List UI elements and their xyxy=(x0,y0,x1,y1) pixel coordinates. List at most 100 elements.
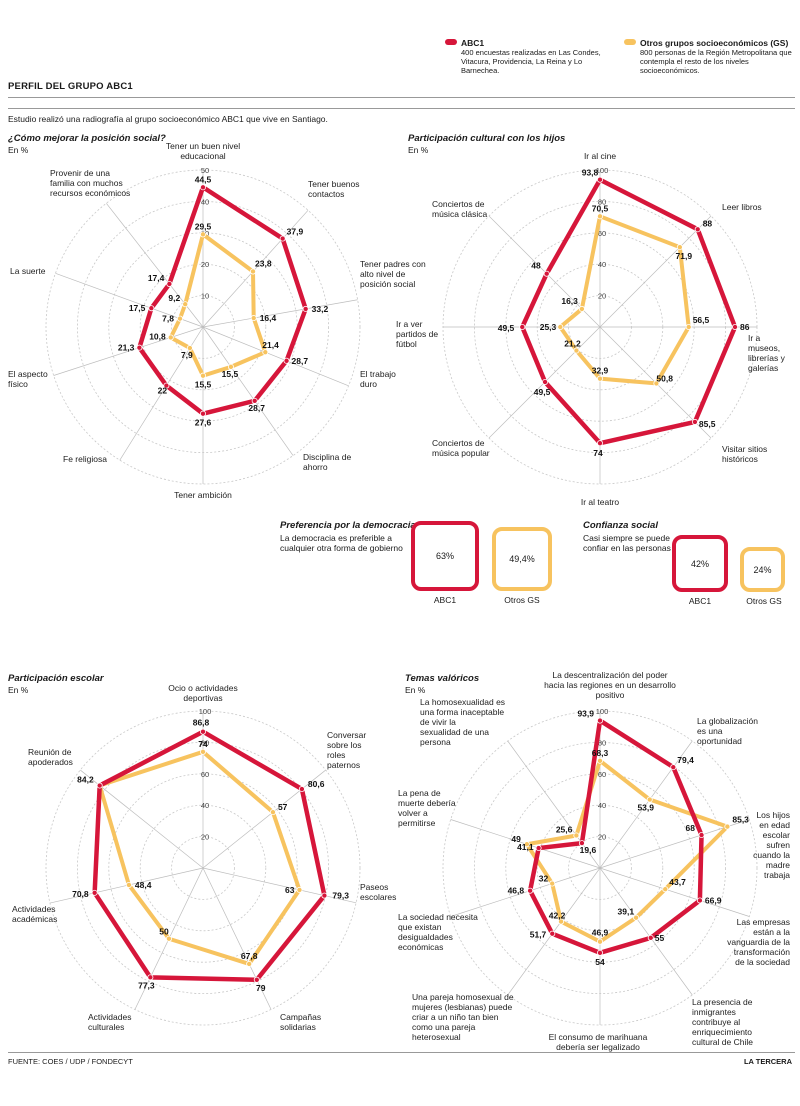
category-label: El consumo de marihuana debería ser legal… xyxy=(549,1032,648,1052)
category-label: Provenir de una familia con muchos recurso… xyxy=(50,168,130,198)
tick-label: 20 xyxy=(598,292,606,301)
series-abc1-point xyxy=(519,323,526,330)
category-label: Leer libros xyxy=(722,202,762,212)
series-gs-point xyxy=(597,375,604,382)
tick-label: 50 xyxy=(201,166,209,175)
democracia-gs-value: 49,4% xyxy=(509,554,535,564)
tick-label: 100 xyxy=(596,707,609,716)
category-label: Disciplina de ahorro xyxy=(303,452,351,472)
data-label-abc1: 93,9 xyxy=(577,709,594,719)
grid-ring xyxy=(45,169,361,485)
category-label: Conciertos de música clásica xyxy=(432,199,488,219)
chart-subtitle-posicion: En % xyxy=(8,145,29,155)
series-abc1-point xyxy=(597,440,604,447)
data-label-abc1: 79,4 xyxy=(677,755,694,765)
data-label-gs: 15,5 xyxy=(195,380,212,390)
data-label-abc1: 28,7 xyxy=(292,356,309,366)
category-label: La globalización es una oportunidad xyxy=(697,716,758,746)
data-label-gs: 25,3 xyxy=(540,322,557,332)
data-label-abc1: 77,3 xyxy=(138,980,155,990)
tick-label: 60 xyxy=(598,770,606,779)
grid-ring xyxy=(536,804,664,932)
series-gs-point xyxy=(523,841,530,848)
data-label-abc1: 37,9 xyxy=(287,227,304,237)
axis-spoke xyxy=(202,867,357,904)
data-label-abc1: 51,7 xyxy=(530,930,547,940)
series-gs-point xyxy=(685,323,692,330)
series-abc1-point xyxy=(199,410,206,417)
data-label-gs: 85,3 xyxy=(732,815,749,825)
category-label: Tener un buen nivel educacional xyxy=(166,141,240,161)
legend-abc1-swatch xyxy=(445,39,457,45)
democracia-abc1-label: ABC1 xyxy=(433,595,457,605)
confianza-desc: Casi siempre se puede confiar en las per… xyxy=(583,533,671,553)
category-label: Las empresas están a la vanguardia de la tr… xyxy=(727,917,790,967)
data-label-abc1: 79,3 xyxy=(332,891,349,901)
axis-spoke xyxy=(202,867,272,1010)
series-abc1-point xyxy=(321,892,328,899)
data-label-abc1: 84,2 xyxy=(77,775,94,785)
series-gs-point xyxy=(578,305,585,312)
confianza-gs-label: Otros GS xyxy=(746,596,782,606)
tick-label: 40 xyxy=(598,801,606,810)
series-abc1-point xyxy=(691,418,698,425)
tick-label: 80 xyxy=(201,738,209,747)
category-label: El trabajo duro xyxy=(360,369,396,389)
series-abc1-point xyxy=(199,184,206,191)
series-gs-point xyxy=(573,832,580,839)
tick-label: 100 xyxy=(596,166,609,175)
data-label-abc1: 44,5 xyxy=(195,174,212,184)
data-label-abc1: 86,8 xyxy=(193,718,210,728)
series-abc1-point xyxy=(694,226,701,233)
confianza-abc1-value: 42% xyxy=(690,558,709,569)
tick-label: 60 xyxy=(598,229,606,238)
data-label-gs: 63 xyxy=(285,885,295,895)
category-label: Tener ambición xyxy=(174,490,232,500)
category-label: Conversar sobre los roles paternos xyxy=(327,730,366,770)
series-gs-point xyxy=(199,748,206,755)
confianza-title: Confianza social xyxy=(583,520,658,531)
category-label: Actividades académicas xyxy=(12,904,57,924)
series-abc1-point xyxy=(298,786,305,793)
grid-ring xyxy=(45,710,361,1026)
data-label-abc1: 49,5 xyxy=(498,323,515,333)
category-label: Tener buenos contactos xyxy=(308,179,360,199)
axis-spoke xyxy=(202,210,309,328)
series-abc1-point xyxy=(91,889,98,896)
data-label-gs: 48,4 xyxy=(135,880,152,890)
series-gs-point xyxy=(597,757,604,764)
data-label-gs: 21,2 xyxy=(564,339,581,349)
data-label-abc1: 17,4 xyxy=(148,273,165,283)
data-label-gs: 7,9 xyxy=(181,350,193,360)
category-label: Actividades culturales xyxy=(88,1012,131,1032)
data-label-gs: 46,9 xyxy=(592,928,609,938)
data-label-abc1: 33,2 xyxy=(312,304,329,314)
series-gs-point xyxy=(250,315,257,322)
data-label-gs: 23,8 xyxy=(255,258,272,268)
category-label: El aspecto físico xyxy=(8,369,48,389)
chart-title-posicion: ¿Cómo mejorar la posición social? xyxy=(8,133,166,144)
confianza-abc1-box: 42% xyxy=(672,535,728,592)
data-label-abc1: 85,5 xyxy=(699,419,716,429)
grid-ring xyxy=(139,804,267,932)
chart-title-valoricos: Temas valóricos xyxy=(405,673,480,684)
series-gs-point xyxy=(296,886,303,893)
category-label: Tener padres con alto nivel de posición so… xyxy=(360,259,426,289)
democracia-abc1-box: 63% xyxy=(411,521,479,591)
category-label: Paseos escolares xyxy=(360,882,396,902)
series-gs-point xyxy=(597,213,604,220)
data-label-abc1: 22 xyxy=(158,386,168,396)
data-label-abc1: 19,6 xyxy=(580,845,597,855)
legend-gs-title: Otros grupos socioeconómicos (GS) xyxy=(640,38,789,48)
data-label-gs: 56,5 xyxy=(693,315,710,325)
data-label-abc1: 48 xyxy=(531,261,541,271)
data-label-abc1: 66,9 xyxy=(705,895,722,905)
chart-subtitle-valoricos: En % xyxy=(405,685,426,695)
series-abc1-point xyxy=(535,845,542,852)
series-gs-point xyxy=(186,345,193,352)
series-gs-line xyxy=(558,214,691,386)
grid-ring xyxy=(505,773,695,963)
series-abc1-point xyxy=(698,832,705,839)
data-label-abc1: 80,6 xyxy=(308,779,325,789)
data-label-abc1: 21,3 xyxy=(118,343,135,353)
